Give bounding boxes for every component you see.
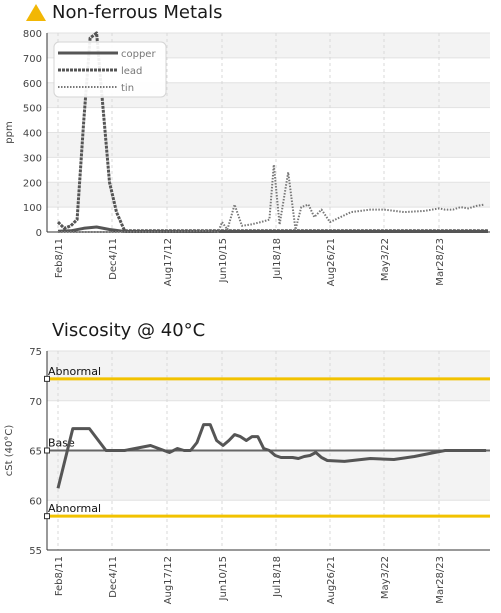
reference-label: Abnormal (48, 502, 101, 515)
y-tick-label: 0 (36, 228, 42, 239)
series-line-tin (58, 163, 485, 233)
x-tick-label: Jun10/15 (218, 238, 229, 283)
y-axis-label: cSt (40°C) (4, 425, 15, 477)
reference-marker (44, 375, 50, 382)
x-tick-label: Aug26/21 (326, 238, 337, 286)
y-tick-label: 500 (23, 104, 42, 115)
x-tick-label: Feb8/11 (54, 238, 65, 278)
legend: copper lead tin (53, 41, 167, 98)
reference-label: Abnormal (48, 365, 101, 378)
viscosity-title: Viscosity @ 40°C (52, 320, 205, 341)
x-tick-label: Dec4/11 (108, 238, 119, 280)
y-tick-label: 600 (23, 79, 42, 90)
metals-title: Non-ferrous Metals (0, 2, 222, 23)
x-tick-label: Dec4/11 (108, 556, 119, 598)
reference-marker (44, 513, 50, 520)
x-tick-label: Mar28/23 (435, 556, 446, 604)
series-line-lead (56, 31, 488, 233)
y-tick-label: 65 (29, 447, 42, 458)
warning-triangle-icon (26, 4, 46, 21)
y-tick-label: 300 (23, 153, 42, 164)
legend-label: copper (121, 49, 156, 60)
x-tick-label: Mar28/23 (435, 238, 446, 286)
y-tick-label: 75 (29, 347, 42, 358)
y-tick-label: 60 (29, 496, 42, 507)
legend-label: tin (121, 83, 134, 94)
y-tick-label: 55 (29, 546, 42, 557)
x-tick-label: Feb8/11 (54, 556, 65, 596)
y-tick-label: 800 (23, 29, 42, 40)
x-tick-label: Jun10/15 (218, 556, 229, 601)
legend-label: lead (121, 66, 142, 77)
y-tick-label: 200 (23, 178, 42, 189)
x-tick-label: Jul18/18 (272, 556, 283, 598)
viscosity-title-text: Viscosity @ 40°C (52, 320, 206, 341)
y-axis-label: ppm (4, 121, 15, 143)
series-line-viscosity (56, 423, 487, 489)
y-tick-label: 400 (23, 129, 42, 140)
x-tick-label: Jul18/18 (272, 238, 283, 280)
viscosity-chart: 55 60 65 70 75 Feb8/11 Dec4/11 Aug17/12 Jun10/15… (4, 347, 490, 604)
x-tick-label: Aug17/12 (163, 556, 174, 604)
x-tick-label: May3/22 (380, 556, 391, 599)
x-tick-label: May3/22 (380, 238, 391, 281)
reference-marker (44, 447, 50, 454)
metals-title-text: Non-ferrous Metals (52, 2, 223, 23)
metals-chart: 0 100 200 300 400 500 600 700 800 Feb8/11 Dec4/11 A… (4, 29, 490, 286)
x-tick-label: Aug17/12 (163, 238, 174, 286)
y-tick-label: 100 (23, 203, 42, 214)
x-tick-label: Aug26/21 (326, 556, 337, 604)
y-tick-label: 700 (23, 54, 42, 65)
y-tick-label: 70 (29, 397, 42, 408)
